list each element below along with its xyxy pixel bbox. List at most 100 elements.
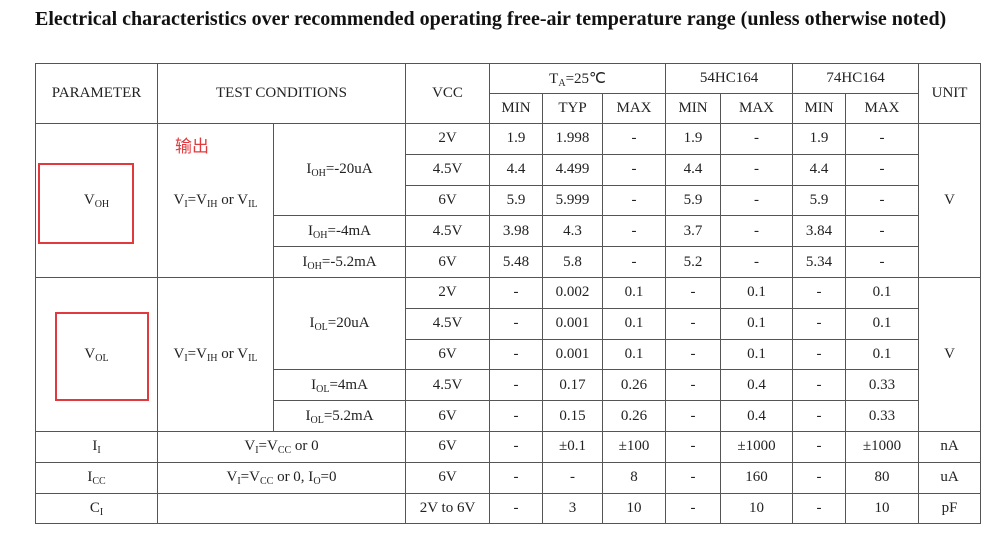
- subcondition-cell: IOL=5.2mA: [272, 400, 407, 432]
- header-cell: TYP: [542, 93, 604, 124]
- spec-table: PARAMETER TEST CONDITIONS VCC TA=25℃ 54HC164…: [35, 63, 982, 525]
- value-cell: 4.4: [792, 153, 847, 186]
- vcc-cell: 4.5V: [405, 307, 491, 340]
- value-cell: 4.4: [665, 153, 722, 186]
- text: I: [87, 469, 93, 486]
- value-cell: 0.15: [542, 400, 604, 432]
- value-cell: -: [792, 276, 847, 309]
- value-cell: 0.17: [542, 369, 604, 402]
- value-cell: 4.499: [542, 153, 604, 186]
- text: I: [311, 376, 317, 393]
- value-cell: -: [489, 430, 544, 463]
- vcc-cell: 6V: [405, 400, 491, 432]
- subcondition-cell: IOH=-5.2mA: [272, 246, 407, 278]
- header-cell: MIN: [489, 93, 544, 124]
- value-cell: 1.998: [542, 123, 604, 155]
- value-cell: -: [845, 153, 920, 186]
- subscript: O: [313, 476, 321, 488]
- table-row: 6V -0.001 0.1-0.1-0.1: [36, 338, 981, 371]
- header-row: MIN TYP MAX MIN MAX MIN MAX: [36, 93, 981, 124]
- value-cell: 0.4: [720, 400, 794, 432]
- parameter-cell: CI: [35, 492, 158, 525]
- value-cell: -: [792, 461, 847, 494]
- subscript: OL: [95, 352, 109, 364]
- text: =V: [240, 469, 260, 486]
- subscript: CC: [277, 445, 292, 457]
- unit-cell: nA: [918, 430, 982, 463]
- table-row: VOL VI=VIH or VIL IOL=20uA 2V -0.002 0.1-0.1-…: [35, 276, 982, 432]
- subcondition-cell: IOH=-4mA: [272, 215, 407, 248]
- text: =4mA: [329, 376, 368, 393]
- value-cell: -: [489, 461, 544, 494]
- text: V: [226, 469, 238, 486]
- header-cell: 54HC164: [665, 63, 794, 94]
- value-cell: ±100: [602, 430, 667, 463]
- conditions-cell: [156, 492, 407, 525]
- value-cell: 5.9: [489, 184, 544, 217]
- value-cell: -: [720, 123, 794, 155]
- value-cell: 0.1: [845, 338, 920, 371]
- subscript: IH: [206, 198, 218, 210]
- value-cell: -: [665, 276, 722, 309]
- value-cell: -: [602, 123, 667, 155]
- value-cell: -: [845, 246, 920, 278]
- value-cell: 0.1: [602, 338, 667, 371]
- text: V: [83, 191, 95, 208]
- value-cell: -: [792, 307, 847, 340]
- header-cell: TEST CONDITIONS: [156, 63, 407, 124]
- value-cell: -: [845, 215, 920, 248]
- value-cell: -: [665, 400, 722, 432]
- vcc-cell: 6V: [405, 430, 491, 463]
- subscript: OH: [94, 198, 110, 210]
- value-cell: 4.3: [542, 215, 604, 248]
- value-cell: 0.26: [602, 400, 667, 432]
- value-cell: 0.1: [602, 307, 667, 340]
- table-row: ICC VI=VCC or 0, IO=0 6V - -8-160-80 uA: [35, 461, 982, 494]
- text: V: [84, 345, 96, 362]
- text: V: [244, 438, 256, 455]
- value-cell: 4.4: [489, 153, 544, 186]
- unit-cell: V: [918, 123, 982, 278]
- value-cell: 5.48: [489, 246, 544, 278]
- value-cell: 0.33: [845, 369, 920, 402]
- subscript: CC: [92, 476, 106, 488]
- text: I: [309, 315, 315, 332]
- text: I: [302, 253, 308, 270]
- value-cell: 0.001: [542, 338, 604, 371]
- table-row: II VI=VCC or 0 6V - ±0.1 ±100- ±1000- ±1000 nA: [35, 430, 982, 463]
- text: V: [173, 191, 185, 208]
- value-cell: 0.1: [720, 276, 794, 309]
- subscript: CC: [259, 476, 274, 488]
- value-cell: -: [489, 492, 544, 525]
- value-cell: 0.26: [602, 369, 667, 402]
- value-cell: 160: [720, 461, 794, 494]
- value-cell: 3.98: [489, 215, 544, 248]
- conditions-cell: VI=VIH or VIL: [157, 123, 274, 278]
- subscript: I: [184, 352, 188, 364]
- table-row: CI 2V to 6V -3 10-10-10 pF: [35, 492, 982, 525]
- vcc-cell: 6V: [405, 184, 491, 217]
- value-cell: -: [602, 246, 667, 278]
- header-cell: MIN: [665, 93, 722, 124]
- conditions-cell: VI=VIH or VIL: [157, 276, 274, 432]
- value-cell: 0.1: [602, 276, 667, 309]
- subscript: OL: [314, 322, 328, 334]
- header-cell: MAX: [845, 93, 920, 124]
- value-cell: -: [665, 492, 722, 525]
- table-row: IOH=-4mA 4.5V 3.98 4.3-3.7-3.84-: [36, 215, 981, 248]
- header-cell: PARAMETER: [35, 63, 158, 124]
- value-cell: -: [845, 184, 920, 217]
- conditions-cell: VI=VCC or 0, IO=0: [156, 461, 407, 494]
- value-cell: 0.1: [845, 307, 920, 340]
- value-cell: -: [665, 307, 722, 340]
- header-cell: MAX: [602, 93, 667, 124]
- subscript: I: [255, 445, 259, 457]
- value-cell: -: [489, 400, 544, 432]
- value-cell: -: [792, 400, 847, 432]
- value-cell: -: [845, 123, 920, 155]
- vcc-cell: 4.5V: [405, 153, 491, 186]
- value-cell: 3: [542, 492, 604, 525]
- value-cell: -: [792, 338, 847, 371]
- title: Electrical characteristics over recommen…: [35, 8, 947, 30]
- subscript: I: [237, 476, 241, 488]
